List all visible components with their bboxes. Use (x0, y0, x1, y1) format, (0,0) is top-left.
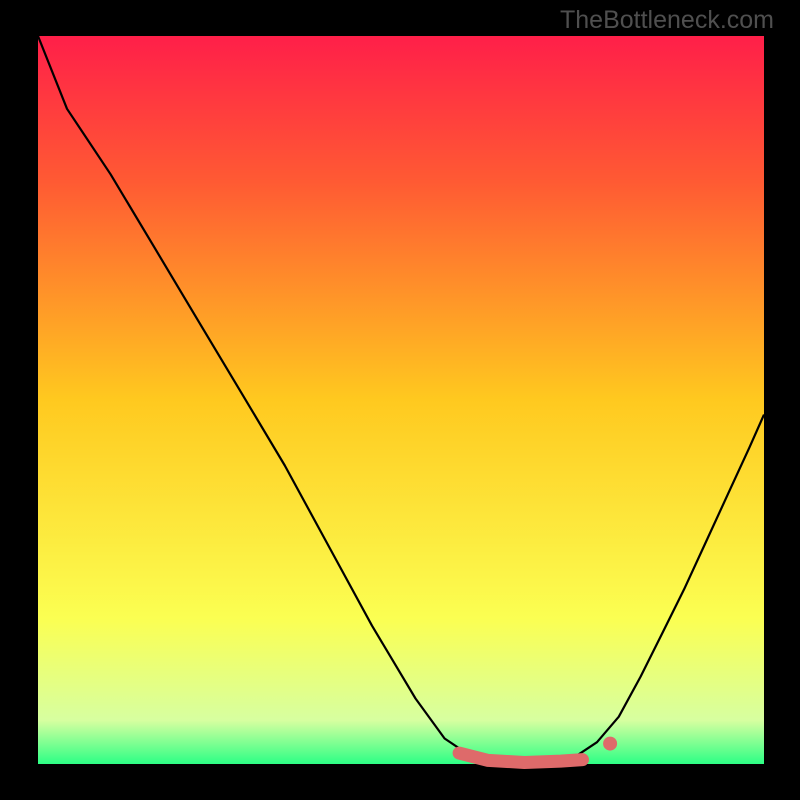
highlight-segment (459, 753, 582, 762)
curve-layer (0, 0, 800, 800)
chart-frame: TheBottleneck.com (0, 0, 800, 800)
main-curve (38, 36, 764, 763)
highlight-endpoint-marker (603, 737, 617, 751)
